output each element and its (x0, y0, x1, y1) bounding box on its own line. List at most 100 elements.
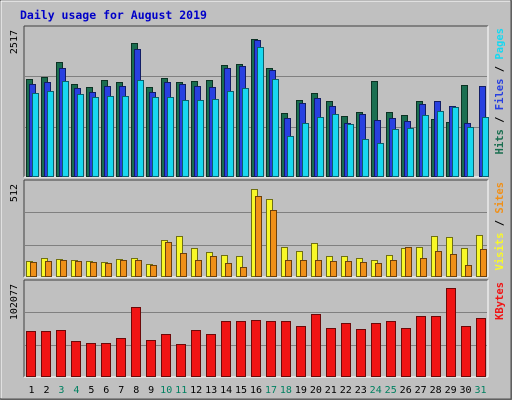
bar-pages-day-5 (92, 97, 99, 177)
bar-sites-day-13 (210, 256, 217, 277)
bar-sites-day-27 (420, 258, 427, 277)
right-legend-label: Visits / Sites (494, 182, 506, 271)
bar-pages-day-7 (122, 96, 129, 177)
bar-visits-day-15 (236, 256, 243, 277)
series-pages (32, 47, 489, 177)
bar-kbytes-day-14 (221, 321, 231, 377)
bar-pages-day-15 (242, 88, 249, 177)
bar-sites-day-8 (135, 260, 142, 277)
bar-pages-day-18 (287, 136, 294, 177)
bar-sites-day-20 (315, 260, 322, 277)
bar-sites-day-24 (375, 263, 382, 277)
bar-pages-day-22 (347, 124, 354, 177)
bar-pages-day-6 (107, 96, 114, 177)
bar-pages-day-16 (257, 47, 264, 177)
right-legend-label: Hits / Files / Pages (494, 28, 506, 154)
legend-separator: / (494, 110, 506, 129)
y-max-label: 102077 (9, 284, 20, 320)
legend-entry-files: Files (494, 79, 506, 111)
bar-pages-day-21 (332, 114, 339, 177)
x-tick-label-day-23: 23 (355, 385, 367, 396)
bar-sites-day-29 (450, 254, 457, 277)
legend-entry-sites: Sites (494, 182, 506, 214)
bar-sites-day-23 (360, 262, 367, 277)
x-tick-label-day-27: 27 (415, 385, 427, 396)
bar-sites-day-21 (330, 261, 337, 277)
x-tick-label-day-8: 8 (133, 385, 139, 396)
x-tick-label-day-13: 13 (205, 385, 217, 396)
x-tick-label-day-12: 12 (190, 385, 202, 396)
bar-kbytes-day-15 (236, 321, 246, 377)
legend-separator: / (494, 214, 506, 233)
bar-kbytes-day-19 (296, 326, 306, 377)
legend-entry-pages: Pages (494, 28, 506, 60)
bar-sites-day-7 (120, 260, 127, 277)
panel-top: 2517 Hits / Files / Pages (9, 25, 506, 178)
bar-pages-day-14 (227, 91, 234, 177)
x-tick-label-day-4: 4 (73, 385, 79, 396)
legend-entry-visits: Visits (494, 233, 506, 271)
bar-sites-day-12 (195, 260, 202, 277)
bar-kbytes-day-24 (371, 323, 381, 377)
bar-kbytes-day-31 (476, 318, 486, 377)
bar-sites-day-4 (75, 261, 82, 277)
series-kbytes (26, 288, 486, 377)
bar-sites-day-16 (255, 196, 262, 277)
bar-kbytes-day-16 (251, 320, 261, 377)
bar-sites-day-14 (225, 263, 232, 277)
bar-kbytes-day-10 (161, 334, 171, 377)
bar-pages-day-25 (392, 129, 399, 177)
bar-kbytes-day-17 (266, 321, 276, 377)
bar-visits-day-30 (461, 248, 468, 277)
x-tick-label-day-26: 26 (400, 385, 412, 396)
bar-pages-day-2 (47, 91, 54, 177)
bar-kbytes-day-4 (71, 341, 81, 377)
bar-sites-day-15 (240, 267, 247, 277)
bar-kbytes-day-30 (461, 326, 471, 377)
bar-sites-day-2 (45, 261, 52, 277)
bar-sites-day-10 (165, 242, 172, 277)
chart-title: Daily usage for August 2019 (20, 8, 207, 22)
right-legend-label: KBytes (494, 282, 506, 320)
bar-pages-day-28 (437, 111, 444, 177)
series-sites (30, 196, 487, 277)
x-tick-label-day-15: 15 (235, 385, 247, 396)
bar-pages-day-19 (302, 123, 309, 177)
bar-pages-day-9 (152, 97, 159, 177)
bar-pages-day-10 (167, 97, 174, 177)
bar-sites-day-28 (435, 251, 442, 277)
bar-sites-day-3 (60, 260, 67, 277)
bar-pages-day-13 (212, 99, 219, 177)
bar-pages-day-8 (137, 80, 144, 177)
bar-pages-day-3 (62, 81, 69, 177)
bar-pages-day-31 (482, 117, 489, 177)
bar-sites-day-5 (90, 262, 97, 277)
bar-pages-day-4 (77, 94, 84, 177)
bar-pages-day-17 (272, 79, 279, 177)
bar-sites-day-26 (405, 247, 412, 277)
bar-sites-day-18 (285, 260, 292, 277)
x-tick-label-day-22: 22 (340, 385, 352, 396)
bar-kbytes-day-20 (311, 314, 321, 377)
bar-kbytes-day-28 (431, 316, 441, 377)
x-tick-label-day-30: 30 (459, 385, 471, 396)
x-axis-labels: 1 2 3 4 5 6 7 8 9 10 11 12 13 14 15 16 17 18 19 20 21 22 23 24 2… (28, 385, 486, 396)
x-tick-label-day-3: 3 (58, 385, 64, 396)
y-max-label: 2517 (9, 30, 20, 54)
x-tick-label-day-24: 24 (370, 385, 382, 396)
bar-kbytes-day-12 (191, 330, 201, 377)
bar-kbytes-day-29 (446, 288, 456, 377)
bar-pages-day-11 (182, 100, 189, 177)
bar-kbytes-day-3 (56, 330, 66, 377)
bar-kbytes-day-9 (146, 340, 156, 377)
bar-pages-day-27 (422, 115, 429, 177)
x-tick-label-day-28: 28 (430, 385, 442, 396)
bar-kbytes-day-25 (386, 321, 396, 377)
bar-kbytes-day-13 (206, 334, 216, 377)
bar-sites-day-1 (30, 262, 37, 277)
bar-pages-day-12 (197, 100, 204, 177)
bar-pages-day-23 (362, 139, 369, 177)
bar-sites-day-31 (480, 249, 487, 277)
